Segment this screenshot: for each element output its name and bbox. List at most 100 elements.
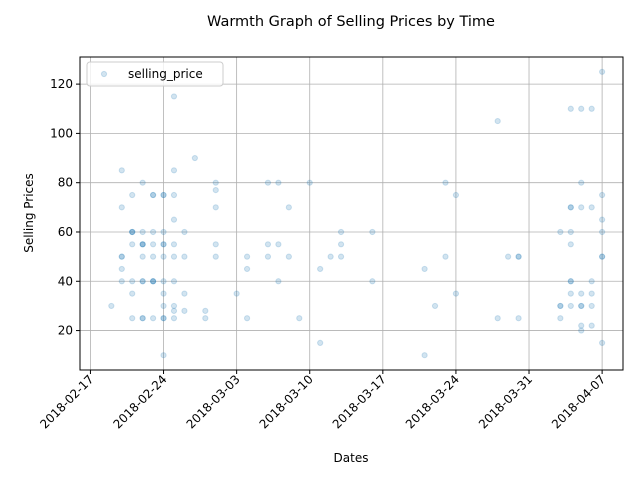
data-point	[160, 302, 167, 310]
data-point	[150, 278, 157, 285]
data-point	[421, 352, 428, 359]
data-point	[567, 278, 574, 285]
data-point	[578, 322, 585, 329]
y-tick-label: 60	[58, 225, 73, 239]
data-point	[181, 228, 188, 236]
data-point	[170, 93, 178, 100]
data-point	[515, 253, 522, 260]
data-point	[139, 179, 146, 186]
data-point	[118, 167, 125, 174]
data-point	[588, 105, 595, 112]
data-point	[369, 228, 376, 236]
data-point	[129, 228, 136, 236]
data-point	[150, 278, 157, 285]
y-tick-label: 100	[50, 126, 73, 140]
y-tick-label: 20	[58, 324, 73, 338]
data-point	[337, 241, 345, 248]
data-point	[139, 253, 146, 260]
data-point	[118, 265, 125, 273]
data-point	[567, 228, 574, 236]
data-point	[588, 322, 595, 329]
data-point	[578, 105, 585, 112]
data-point	[212, 253, 219, 260]
data-point	[567, 302, 574, 310]
data-point	[588, 302, 595, 310]
data-point	[160, 241, 167, 248]
data-point	[129, 315, 136, 322]
data-point	[317, 265, 324, 273]
data-point	[139, 241, 146, 248]
data-point	[578, 204, 585, 211]
data-point	[160, 315, 167, 322]
data-point	[599, 253, 606, 260]
data-point	[369, 278, 376, 285]
data-point	[452, 191, 460, 199]
data-point	[285, 204, 292, 211]
data-point	[139, 241, 146, 248]
data-point	[306, 179, 313, 186]
data-points	[108, 68, 606, 359]
data-point	[275, 278, 282, 285]
data-point	[139, 315, 146, 322]
data-point	[275, 179, 282, 186]
chart-title: Warmth Graph of Selling Prices by Time	[207, 14, 495, 30]
data-point	[578, 302, 585, 310]
data-point	[285, 253, 292, 260]
data-point	[170, 253, 178, 260]
data-point	[515, 253, 522, 260]
y-tick-label: 80	[58, 176, 73, 190]
data-point	[170, 191, 178, 199]
data-point	[588, 204, 595, 211]
data-point	[557, 315, 564, 322]
data-point	[337, 228, 345, 236]
legend: selling_price	[86, 61, 224, 87]
data-point	[567, 105, 574, 112]
data-point	[118, 253, 125, 260]
data-point	[160, 241, 167, 248]
data-point	[118, 253, 125, 260]
data-point	[567, 204, 574, 211]
data-point	[212, 186, 219, 194]
data-point	[599, 339, 606, 346]
data-point	[181, 290, 188, 297]
data-point	[264, 179, 272, 186]
data-point	[150, 278, 157, 285]
data-point	[557, 302, 564, 310]
data-point	[431, 302, 439, 310]
data-point	[150, 315, 157, 322]
data-point	[275, 241, 282, 248]
data-point	[139, 228, 146, 236]
x-axis-label: Dates	[334, 451, 369, 465]
data-point	[118, 204, 125, 211]
data-point	[327, 253, 334, 260]
data-point	[567, 204, 574, 211]
legend-label: selling_price	[128, 67, 203, 81]
data-point	[264, 253, 272, 260]
data-point	[150, 228, 157, 236]
data-point	[578, 179, 585, 186]
data-point	[160, 290, 167, 297]
data-point	[599, 191, 606, 199]
data-point	[150, 191, 157, 199]
data-point	[160, 228, 167, 236]
data-point	[442, 253, 449, 260]
data-point	[160, 278, 167, 285]
data-point	[150, 191, 157, 199]
data-point	[160, 253, 167, 260]
data-point	[599, 68, 606, 75]
legend-box	[86, 61, 224, 87]
data-point	[170, 302, 178, 310]
data-point	[170, 216, 178, 223]
data-point	[599, 228, 606, 236]
data-point	[233, 290, 240, 297]
data-point	[160, 352, 167, 359]
data-point	[212, 241, 219, 248]
data-point	[588, 290, 595, 297]
data-point	[108, 302, 115, 310]
grid-lines	[80, 57, 623, 370]
data-point	[264, 241, 272, 248]
data-point	[494, 117, 501, 125]
data-point	[599, 216, 606, 223]
legend-marker	[100, 70, 108, 78]
data-point	[567, 278, 574, 285]
